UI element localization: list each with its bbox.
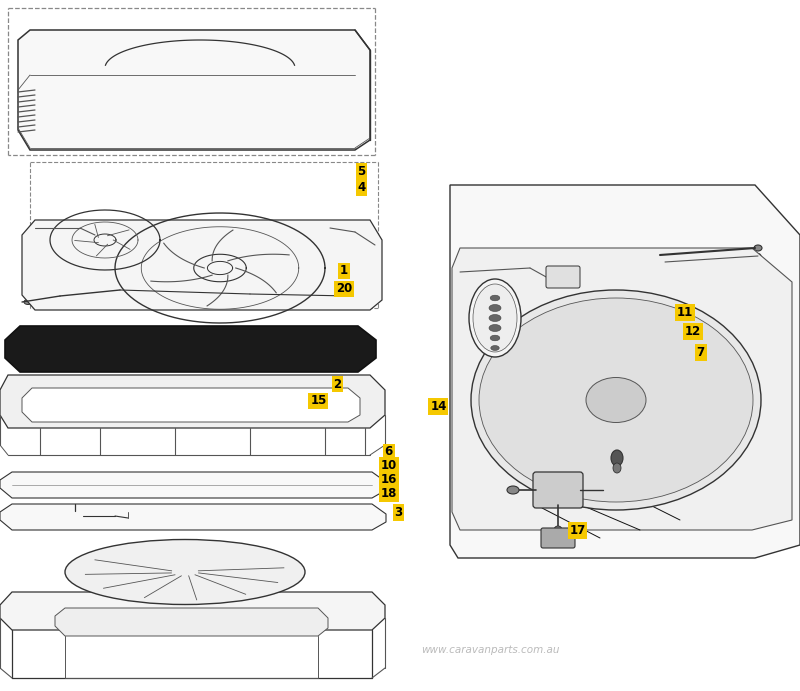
Ellipse shape — [490, 295, 500, 301]
Ellipse shape — [554, 526, 562, 534]
Text: 20: 20 — [336, 283, 352, 295]
Ellipse shape — [143, 118, 153, 132]
Text: 12: 12 — [685, 325, 701, 338]
Polygon shape — [5, 326, 376, 372]
Ellipse shape — [489, 325, 501, 332]
Text: 10: 10 — [381, 460, 397, 472]
Ellipse shape — [490, 335, 500, 341]
Polygon shape — [450, 185, 800, 558]
Ellipse shape — [586, 377, 646, 422]
Text: 16: 16 — [381, 473, 397, 486]
Text: 6: 6 — [385, 446, 393, 458]
Polygon shape — [22, 220, 382, 310]
Text: 7: 7 — [697, 346, 705, 359]
Ellipse shape — [173, 568, 198, 576]
Ellipse shape — [489, 314, 501, 321]
Ellipse shape — [469, 279, 521, 357]
Text: 17: 17 — [570, 524, 586, 537]
Ellipse shape — [31, 483, 38, 487]
Polygon shape — [18, 30, 370, 150]
Text: 15: 15 — [310, 395, 326, 407]
Polygon shape — [22, 388, 360, 422]
Ellipse shape — [37, 391, 43, 395]
Ellipse shape — [473, 284, 517, 352]
Ellipse shape — [754, 245, 762, 251]
Polygon shape — [452, 248, 792, 530]
Ellipse shape — [613, 463, 621, 473]
Ellipse shape — [337, 391, 343, 395]
Ellipse shape — [65, 540, 305, 605]
Ellipse shape — [337, 408, 343, 412]
Ellipse shape — [67, 511, 83, 521]
Ellipse shape — [37, 408, 43, 412]
Ellipse shape — [611, 450, 623, 466]
Ellipse shape — [491, 346, 499, 350]
FancyBboxPatch shape — [541, 528, 575, 548]
Polygon shape — [0, 472, 386, 498]
Ellipse shape — [24, 299, 32, 305]
Text: 4: 4 — [358, 182, 366, 194]
FancyBboxPatch shape — [138, 116, 237, 134]
Text: 18: 18 — [381, 487, 397, 500]
Polygon shape — [0, 592, 385, 630]
Ellipse shape — [222, 118, 232, 132]
Ellipse shape — [479, 298, 753, 502]
Text: 2: 2 — [334, 378, 342, 390]
Text: www.caravanparts.com.au: www.caravanparts.com.au — [421, 645, 559, 655]
Ellipse shape — [489, 305, 501, 312]
Ellipse shape — [71, 513, 79, 518]
Text: 3: 3 — [394, 507, 402, 519]
Ellipse shape — [755, 254, 761, 258]
Text: 14: 14 — [430, 400, 446, 413]
Polygon shape — [55, 608, 328, 636]
Ellipse shape — [507, 486, 519, 494]
Text: 5: 5 — [358, 165, 366, 178]
Text: 1: 1 — [340, 265, 348, 277]
Ellipse shape — [162, 565, 207, 579]
Ellipse shape — [471, 290, 761, 510]
Polygon shape — [0, 504, 386, 530]
Polygon shape — [0, 375, 385, 428]
Ellipse shape — [351, 483, 358, 487]
FancyBboxPatch shape — [533, 472, 583, 508]
Text: 11: 11 — [677, 306, 693, 319]
FancyBboxPatch shape — [546, 266, 580, 288]
